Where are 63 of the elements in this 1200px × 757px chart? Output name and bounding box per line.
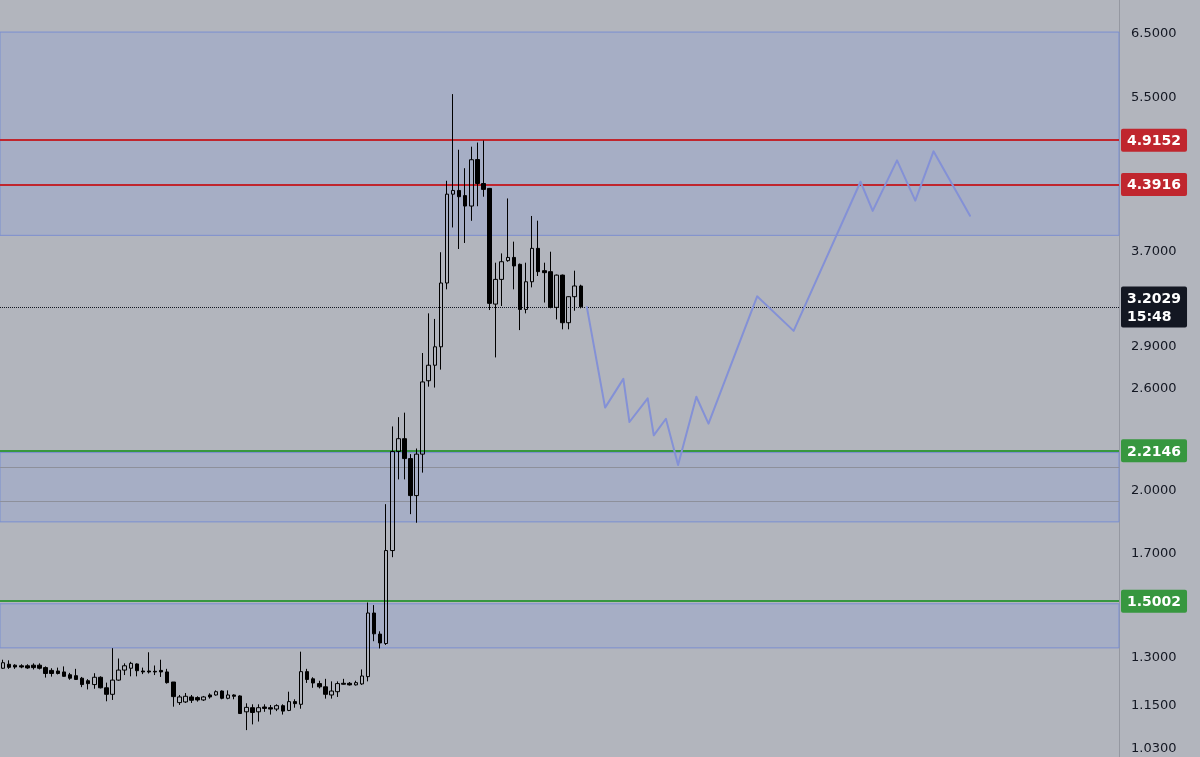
ref-line-label: 4.3916 <box>1127 176 1182 193</box>
candlestick <box>512 241 516 290</box>
candlestick <box>451 93 455 228</box>
candlestick <box>86 678 90 690</box>
candlestick <box>153 664 157 676</box>
candlestick <box>354 680 358 687</box>
candlestick <box>287 691 291 712</box>
candlestick <box>372 604 376 642</box>
candlestick <box>366 601 370 682</box>
y-tick-label: 2.0000 <box>1131 482 1177 498</box>
candlestick <box>579 284 583 309</box>
candlestick <box>147 651 151 674</box>
y-tick-label: 1.1500 <box>1131 696 1177 712</box>
ref-line-label: 3.2029 15:48 <box>1127 290 1182 325</box>
candlestick <box>214 689 218 697</box>
candlestick <box>360 668 364 686</box>
candlestick <box>56 667 60 675</box>
candlestick <box>299 651 303 710</box>
candlestick <box>74 668 78 681</box>
y-tick-label: 1.0300 <box>1131 739 1177 755</box>
ref-line-label: 4.9152 <box>1127 132 1182 149</box>
candlestick <box>68 672 72 681</box>
candlestick <box>433 318 437 389</box>
candlestick <box>135 662 139 677</box>
candlestick <box>445 180 449 290</box>
candlestick <box>281 703 285 716</box>
ref-line-label: 2.2146 <box>1127 442 1182 459</box>
candlestick <box>141 667 145 675</box>
candlestick <box>384 503 388 646</box>
y-tick-label: 3.7000 <box>1131 243 1177 259</box>
candlestick <box>232 693 236 700</box>
candlestick <box>524 262 528 314</box>
candlestick <box>1 659 5 670</box>
candlestick <box>305 668 309 684</box>
candlestick <box>208 692 212 700</box>
candlestick <box>220 689 224 700</box>
candlestick <box>129 661 133 677</box>
candlestick <box>439 251 443 371</box>
candlestick <box>463 167 467 244</box>
candlestick <box>311 676 315 689</box>
candlestick <box>378 630 382 649</box>
candlestick <box>536 220 540 277</box>
candlestick <box>518 263 522 331</box>
y-tick-label: 1.7000 <box>1131 545 1177 561</box>
candlestick <box>80 676 84 688</box>
candlestick <box>159 659 163 678</box>
candlestick <box>7 659 11 670</box>
candlestick <box>506 197 510 263</box>
candlestick <box>62 665 66 678</box>
candlestick <box>457 149 461 250</box>
candlestick <box>293 698 297 709</box>
candlestick <box>13 663 17 670</box>
candlestick <box>530 215 534 288</box>
candlestick <box>226 689 230 700</box>
y-tick-label: 2.6000 <box>1131 380 1177 396</box>
y-tick-label: 6.5000 <box>1131 24 1177 40</box>
y-tick-label: 5.5000 <box>1131 89 1177 105</box>
ref-line-label: 1.5002 <box>1127 593 1182 610</box>
y-tick-label: 1.3000 <box>1131 649 1177 665</box>
candlestick <box>426 312 431 388</box>
y-tick-label: 2.9000 <box>1131 337 1177 353</box>
candlestick <box>238 694 242 715</box>
candlestick <box>165 668 169 685</box>
